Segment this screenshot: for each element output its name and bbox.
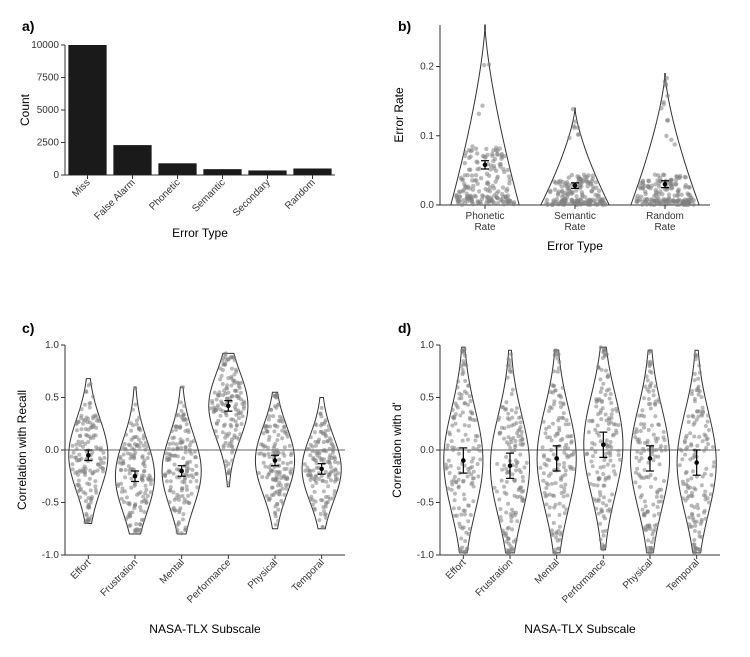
svg-text:Rate: Rate (654, 222, 676, 233)
svg-text:Correlation with d': Correlation with d' (390, 402, 404, 498)
svg-text:-1.0: -1.0 (417, 550, 435, 561)
svg-text:0.2: 0.2 (420, 62, 434, 73)
svg-text:Temporal: Temporal (290, 557, 327, 594)
svg-text:Count: Count (18, 93, 32, 126)
svg-text:Correlation with Recall: Correlation with Recall (15, 390, 29, 510)
svg-text:Effort: Effort (69, 557, 94, 582)
svg-text:0.5: 0.5 (420, 393, 434, 404)
svg-text:Semantic: Semantic (554, 211, 596, 222)
svg-text:2500: 2500 (37, 138, 60, 149)
panel-b-chart: 0.00.10.2PhoneticRateSemanticRateRandomR… (385, 20, 725, 270)
svg-text:Phonetic: Phonetic (147, 177, 182, 212)
panel-d-label: d) (398, 320, 411, 336)
panel-a-chart: 0 2500 5000 7500 10000 MissFalse Alarm Phoneti… (15, 35, 345, 255)
svg-text:Semantic: Semantic (190, 177, 227, 214)
svg-text:10000: 10000 (31, 40, 59, 51)
svg-text:Rate: Rate (564, 222, 586, 233)
svg-text:Temporal: Temporal (665, 557, 702, 594)
svg-text:-0.5: -0.5 (417, 498, 435, 509)
svg-text:Performance: Performance (185, 557, 234, 606)
svg-text:Random: Random (646, 211, 684, 222)
panel-c-chart: -1.0 -0.5 0.0 0.5 1.0 EffortFrustration Mental… (10, 340, 360, 640)
svg-text:Miss: Miss (70, 177, 92, 199)
svg-text:0.0: 0.0 (420, 445, 434, 456)
svg-text:Mental: Mental (533, 557, 562, 586)
svg-text:NASA-TLX Subscale: NASA-TLX Subscale (524, 622, 636, 636)
svg-text:Phonetic: Phonetic (466, 211, 505, 222)
svg-text:Performance: Performance (560, 557, 609, 606)
svg-text:0.1: 0.1 (420, 131, 434, 142)
svg-text:0.0: 0.0 (420, 200, 434, 211)
svg-text:NASA-TLX Subscale: NASA-TLX Subscale (149, 622, 261, 636)
svg-text:-0.5: -0.5 (42, 498, 60, 509)
svg-text:Physical: Physical (246, 557, 280, 591)
svg-text:1.0: 1.0 (420, 340, 434, 351)
svg-text:Error Rate: Error Rate (392, 87, 406, 143)
svg-text:1.0: 1.0 (45, 340, 59, 351)
svg-text:Frustration: Frustration (99, 557, 141, 599)
svg-text:Rate: Rate (474, 222, 496, 233)
svg-text:Random: Random (283, 177, 318, 212)
svg-text:7500: 7500 (37, 73, 60, 84)
panel-c-label: c) (22, 320, 34, 336)
svg-text:Secondary: Secondary (231, 177, 273, 219)
svg-text:Error Type: Error Type (547, 239, 603, 253)
svg-text:0.0: 0.0 (45, 445, 59, 456)
svg-text:Physical: Physical (621, 557, 655, 591)
svg-text:-1.0: -1.0 (42, 550, 60, 561)
svg-text:5000: 5000 (37, 105, 60, 116)
svg-text:Effort: Effort (444, 557, 469, 582)
panel-a-label: a) (22, 18, 34, 34)
svg-text:0.5: 0.5 (45, 393, 59, 404)
svg-text:0: 0 (53, 170, 59, 181)
svg-text:Error Type: Error Type (172, 226, 228, 240)
svg-text:False Alarm: False Alarm (93, 177, 138, 222)
figure-root: a) b) c) d) 025005000750010000MissFalse … (0, 0, 750, 657)
svg-text:Mental: Mental (158, 557, 187, 586)
panel-d-chart: -1.0 -0.5 0.0 0.5 1.0 EffortFrustration Mental… (385, 340, 735, 640)
svg-text:Frustration: Frustration (474, 557, 516, 599)
